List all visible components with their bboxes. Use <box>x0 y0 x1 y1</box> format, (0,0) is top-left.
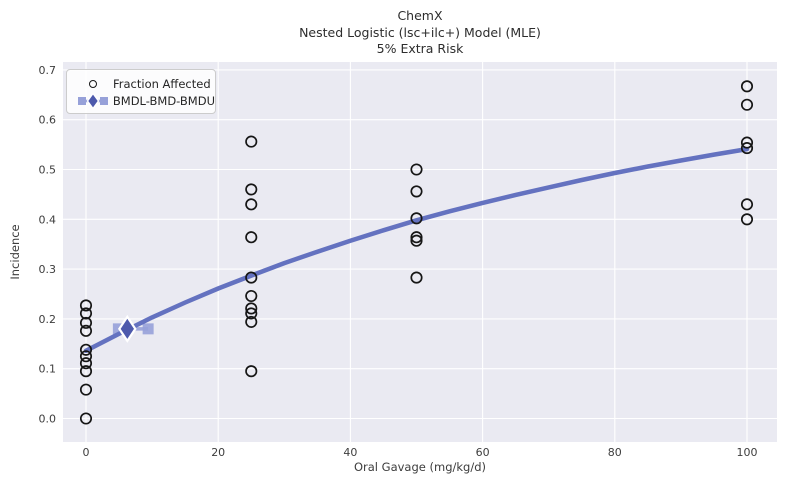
x-axis-label: Oral Gavage (mg/kg/d) <box>353 460 486 474</box>
legend-item-fraction-affected: Fraction Affected <box>75 75 215 92</box>
x-tick-label: 20 <box>211 446 225 459</box>
data-point-circle <box>79 412 93 425</box>
data-point-circle <box>79 357 93 370</box>
data-point-circle <box>245 135 258 148</box>
bmd-diamond <box>117 314 137 343</box>
y-tick-label: 0.1 <box>39 363 57 376</box>
data-point-circle <box>245 315 258 328</box>
legend-label: Fraction Affected <box>113 76 211 91</box>
data-point-circle <box>410 185 423 198</box>
y-tick-label: 0.6 <box>39 114 57 127</box>
bmdu-square <box>142 323 154 335</box>
data-point-circle <box>79 383 93 396</box>
data-point-circle <box>245 307 258 320</box>
legend-bmdu-square <box>99 96 108 105</box>
x-tick-label: 60 <box>476 446 490 459</box>
chart-title: ChemX Nested Logistic (lsc+ilc+) Model (… <box>63 8 777 58</box>
legend: Fraction Affected BMDL-BMD-BMDU <box>66 69 216 114</box>
data-point-circle <box>740 136 754 149</box>
legend-bmd-diamond <box>86 92 100 109</box>
data-point-circle <box>740 98 754 111</box>
data-point-circle <box>79 365 93 378</box>
data-point-circle <box>740 142 754 155</box>
data-point-circle <box>740 213 754 226</box>
y-axis-label: Incidence <box>8 224 22 280</box>
data-point-circle <box>79 307 93 320</box>
data-point-circle <box>245 271 258 284</box>
y-tick-label: 0.0 <box>39 413 57 426</box>
x-tick-label: 80 <box>608 446 622 459</box>
open-circle-icon <box>75 79 111 88</box>
chart-title-line1: ChemX <box>397 8 443 23</box>
x-tick-label: 0 <box>83 446 90 459</box>
data-point-circle <box>740 80 754 93</box>
data-point-circle <box>410 271 423 284</box>
y-tick-label: 0.5 <box>39 164 57 177</box>
data-point-circle <box>79 299 93 312</box>
bmd-interval-icon <box>75 92 111 109</box>
data-point-circle <box>79 316 93 329</box>
legend-item-bmd-interval: BMDL-BMD-BMDU <box>75 92 215 109</box>
data-point-circle <box>79 343 93 356</box>
x-tick-label: 40 <box>343 446 357 459</box>
plot-area <box>63 62 777 442</box>
data-point-circle <box>410 234 423 247</box>
y-tick-label: 0.2 <box>39 313 57 326</box>
y-tick-label: 0.3 <box>39 263 57 276</box>
data-point-circle <box>410 231 423 244</box>
y-tick-label: 0.4 <box>39 213 57 226</box>
legend-label: BMDL-BMD-BMDU <box>112 93 215 108</box>
data-point-circle <box>410 212 423 225</box>
y-tick-label: 0.7 <box>39 64 57 77</box>
chart-title-line3: 5% Extra Risk <box>376 41 464 56</box>
data-point-circle <box>79 350 93 363</box>
chart-title-line2: Nested Logistic (lsc+ilc+) Model (MLE) <box>299 24 541 40</box>
data-point-circle <box>410 163 423 176</box>
data-point-circle <box>245 302 258 315</box>
data-point-circle <box>79 324 93 337</box>
data-point-circle <box>245 231 258 244</box>
data-point-circle <box>245 198 258 211</box>
data-point-circle <box>245 289 258 303</box>
legend-bmdl-square <box>77 96 86 105</box>
data-point-circle <box>740 198 754 211</box>
data-point-circle <box>245 365 258 378</box>
data-point-circle <box>245 183 258 196</box>
model-curve <box>83 146 750 354</box>
x-tick-label: 100 <box>737 446 758 459</box>
